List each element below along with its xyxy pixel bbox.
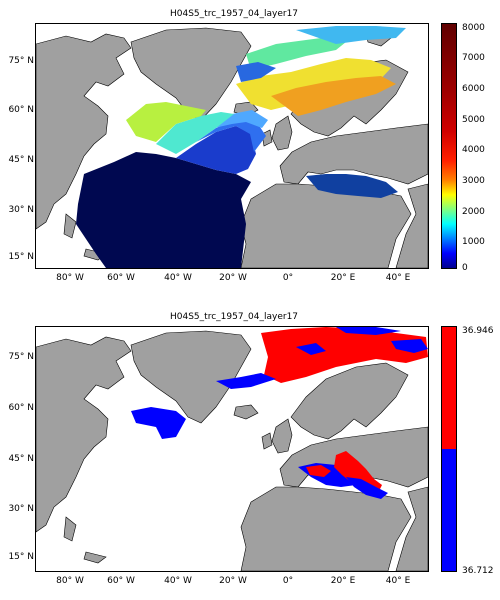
lat-label-60-bottom: 60° N [8, 403, 34, 413]
map-bottom [35, 326, 429, 572]
colorbar-tick-6000: 6000 [462, 84, 485, 94]
lat-label-15-bottom: 15° N [8, 552, 34, 562]
colorbar-tick-max: 36.946 [462, 326, 494, 336]
lon-label-20w-bottom: 20° W [219, 576, 247, 586]
colorbar-bottom [441, 326, 457, 572]
colorbar-tick-1000: 1000 [462, 237, 485, 247]
lon-label-80w-top: 80° W [56, 273, 84, 283]
lat-label-45-top: 45° N [8, 155, 34, 165]
lat-label-15-top: 15° N [8, 252, 34, 262]
lon-label-60w-bottom: 60° W [107, 576, 135, 586]
land-top [36, 27, 428, 268]
tracer-field-top [76, 26, 406, 268]
colorbar-tick-0: 0 [462, 263, 468, 273]
lat-label-45-bottom: 45° N [8, 454, 34, 464]
colorbar-tick-7000: 7000 [462, 53, 485, 63]
lon-label-40e-bottom: 40° E [385, 576, 411, 586]
land-bottom [36, 330, 428, 571]
lon-label-80w-bottom: 80° W [56, 576, 84, 586]
colorbar-tick-8000: 8000 [462, 23, 485, 33]
lon-label-40e-top: 40° E [385, 273, 411, 283]
lat-label-30-top: 30° N [8, 205, 34, 215]
map-top [35, 23, 429, 269]
colorbar-tick-4000: 4000 [462, 145, 485, 155]
colorbar-top [441, 23, 457, 269]
lat-label-60-top: 60° N [8, 105, 34, 115]
tracer-field-bottom [131, 327, 428, 499]
colorbar-tick-3000: 3000 [462, 176, 485, 186]
lon-label-20e-top: 20° E [330, 273, 356, 283]
lon-label-20e-bottom: 20° E [330, 576, 356, 586]
lon-label-20w-top: 20° W [219, 273, 247, 283]
lat-label-75-top: 75° N [8, 56, 34, 66]
colorbar-tick-2000: 2000 [462, 207, 485, 217]
map-title-bottom: H04S5_trc_1957_04_layer17 [170, 312, 299, 322]
lon-label-60w-top: 60° W [107, 273, 135, 283]
colorbar-tick-min: 36.712 [462, 566, 494, 576]
lon-label-40w-bottom: 40° W [164, 576, 192, 586]
lat-label-75-bottom: 75° N [8, 352, 34, 362]
lon-label-0-top: 0° [282, 273, 294, 283]
lon-label-0-bottom: 0° [282, 576, 294, 586]
colorbar-tick-5000: 5000 [462, 115, 485, 125]
lon-label-40w-top: 40° W [164, 273, 192, 283]
lat-label-30-bottom: 30° N [8, 504, 34, 514]
map-title-top: H04S5_trc_1957_04_layer17 [170, 9, 299, 19]
